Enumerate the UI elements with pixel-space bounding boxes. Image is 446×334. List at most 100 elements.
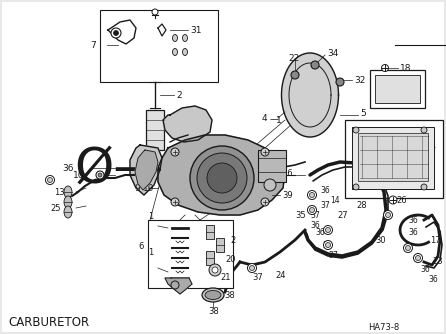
Circle shape [405, 245, 410, 250]
Circle shape [326, 227, 330, 232]
Text: 6: 6 [138, 241, 143, 250]
Ellipse shape [182, 48, 187, 55]
Text: 37: 37 [328, 250, 338, 260]
Circle shape [96, 171, 104, 179]
Circle shape [310, 207, 314, 212]
Text: CARBURETOR: CARBURETOR [8, 316, 89, 329]
Text: 26: 26 [396, 195, 407, 204]
Circle shape [336, 78, 344, 86]
Text: 1: 1 [148, 211, 153, 220]
Bar [148, 220, 233, 288]
Text: HA73-8: HA73-8 [368, 324, 399, 333]
Text: 19: 19 [143, 183, 154, 192]
Circle shape [171, 198, 179, 206]
Text: 38: 38 [208, 308, 219, 317]
Circle shape [311, 61, 319, 69]
Text: 27: 27 [337, 210, 347, 219]
Text: —: — [270, 116, 279, 125]
Circle shape [353, 127, 359, 133]
Bar [206, 251, 214, 265]
Circle shape [291, 71, 299, 79]
Text: 16: 16 [282, 168, 293, 177]
Ellipse shape [173, 48, 178, 55]
Circle shape [98, 173, 102, 177]
Text: 36: 36 [310, 220, 320, 229]
Bar [370, 70, 425, 108]
Text: 37: 37 [252, 274, 263, 283]
Polygon shape [165, 278, 192, 294]
Circle shape [209, 264, 221, 276]
Bar [146, 110, 164, 150]
Text: 7: 7 [90, 40, 96, 49]
Text: 39: 39 [282, 190, 293, 199]
Circle shape [323, 225, 333, 234]
Circle shape [197, 153, 247, 203]
Text: 14: 14 [330, 195, 339, 204]
Text: 17: 17 [430, 235, 441, 244]
Text: 12: 12 [184, 126, 195, 135]
Circle shape [307, 205, 317, 214]
Text: 36: 36 [420, 266, 430, 275]
Bar [345, 120, 443, 198]
Circle shape [353, 184, 359, 190]
Text: 30: 30 [375, 235, 386, 244]
Circle shape [421, 127, 427, 133]
Text: 25: 25 [50, 203, 61, 212]
Text: 36: 36 [408, 215, 418, 224]
Circle shape [111, 28, 121, 38]
Text: 5: 5 [360, 109, 366, 118]
Ellipse shape [182, 34, 187, 41]
Circle shape [381, 64, 388, 71]
Text: 31: 31 [190, 25, 202, 34]
Circle shape [326, 242, 330, 247]
Circle shape [171, 281, 179, 289]
Text: 35: 35 [295, 210, 306, 219]
Polygon shape [135, 150, 158, 190]
Ellipse shape [173, 34, 178, 41]
Polygon shape [158, 135, 285, 215]
Circle shape [323, 240, 333, 249]
Text: 13: 13 [54, 187, 65, 196]
Text: 10: 10 [73, 170, 84, 179]
Text: 34: 34 [327, 48, 339, 57]
Text: 37: 37 [320, 200, 330, 209]
Bar [358, 133, 428, 181]
Circle shape [389, 196, 397, 204]
Bar [100, 10, 218, 82]
Text: 36: 36 [428, 276, 438, 285]
Ellipse shape [64, 206, 72, 218]
Ellipse shape [205, 291, 221, 300]
Text: 40: 40 [180, 282, 190, 291]
Text: 1: 1 [276, 116, 282, 125]
Ellipse shape [64, 186, 72, 198]
Circle shape [212, 267, 218, 273]
Circle shape [404, 243, 413, 253]
Text: 36: 36 [408, 227, 418, 236]
Bar [216, 238, 224, 252]
Text: 1: 1 [148, 247, 153, 257]
Text: 1: 1 [430, 141, 435, 150]
Ellipse shape [202, 288, 224, 302]
Polygon shape [130, 145, 162, 195]
Bar [206, 225, 214, 239]
Text: 20: 20 [225, 256, 235, 265]
Polygon shape [281, 53, 339, 137]
Bar [375, 75, 420, 103]
Circle shape [48, 177, 53, 182]
Circle shape [385, 212, 391, 217]
Text: 37: 37 [322, 240, 332, 249]
Circle shape [207, 163, 237, 193]
Circle shape [152, 9, 158, 15]
Polygon shape [163, 106, 212, 142]
Circle shape [261, 198, 269, 206]
Text: 9: 9 [134, 183, 140, 192]
Text: 18: 18 [400, 63, 412, 72]
Text: 38: 38 [224, 291, 235, 300]
Circle shape [171, 148, 179, 156]
Text: Ø—: Ø— [75, 144, 165, 192]
Circle shape [416, 256, 421, 261]
Text: 36: 36 [62, 164, 74, 172]
Text: 23: 23 [432, 258, 442, 267]
Text: 15: 15 [225, 173, 235, 182]
Text: 2: 2 [230, 235, 235, 244]
